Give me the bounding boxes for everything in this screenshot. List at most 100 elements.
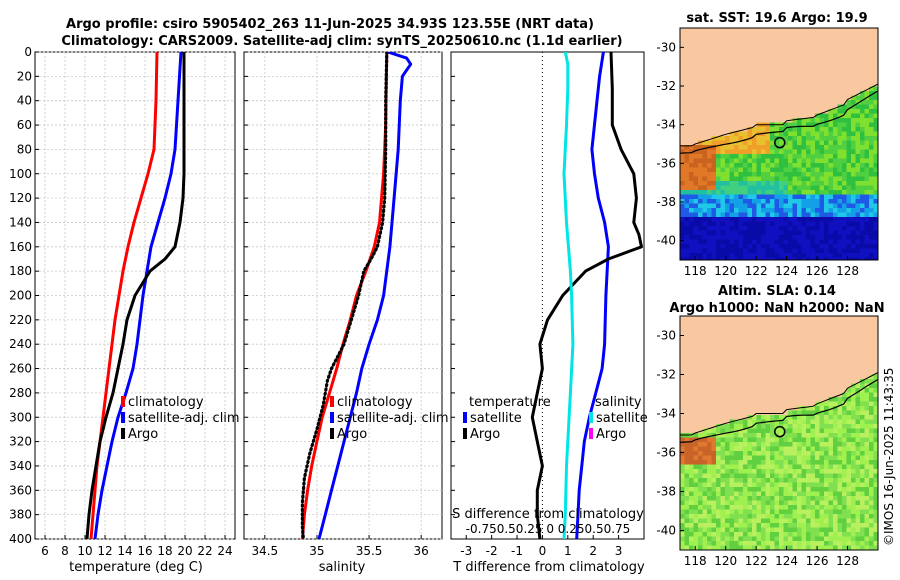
- map-cell: [819, 383, 825, 389]
- map-cell: [873, 334, 878, 339]
- map-cell: [815, 370, 820, 375]
- map-cell: [851, 325, 856, 330]
- map-cell: [833, 212, 838, 218]
- map-cell: [689, 253, 694, 258]
- map-cell: [869, 491, 874, 497]
- map-cell: [851, 73, 856, 78]
- map-cell: [707, 338, 712, 344]
- map-cell: [837, 226, 843, 231]
- map-cell: [752, 455, 757, 461]
- map-cell: [783, 235, 789, 240]
- map-cell: [707, 415, 712, 420]
- map-cell: [756, 509, 762, 515]
- map-cell: [738, 176, 744, 182]
- map-cell: [711, 460, 717, 465]
- map-cell: [828, 212, 834, 218]
- map-cell: [680, 334, 685, 339]
- map-x-tick-label: 126: [806, 264, 829, 278]
- map-cell: [684, 460, 690, 465]
- map-cell: [783, 536, 789, 542]
- map-cell: [711, 181, 717, 186]
- map-cell: [725, 95, 730, 101]
- map-cell: [788, 509, 793, 515]
- map-cell: [743, 410, 748, 416]
- map-cell: [765, 347, 771, 353]
- map-cell: [783, 473, 789, 479]
- map-cell: [702, 329, 708, 335]
- map-cell: [738, 491, 744, 497]
- map-cell: [801, 194, 807, 200]
- map-cell: [680, 100, 685, 105]
- map-cell: [788, 473, 793, 479]
- map-cell: [869, 208, 874, 213]
- map-cell: [725, 496, 730, 501]
- map-cell: [788, 374, 793, 380]
- map-cell: [752, 437, 757, 443]
- map-cell: [761, 91, 766, 96]
- map-cell: [801, 320, 807, 326]
- map-cell: [860, 257, 865, 260]
- map-cell: [711, 325, 717, 330]
- map-cell: [738, 487, 744, 492]
- map-cell: [698, 185, 703, 191]
- map-cell: [747, 500, 753, 506]
- map-cell: [855, 446, 861, 452]
- map-cell: [725, 451, 730, 456]
- map-cell: [725, 176, 730, 182]
- map-cell: [842, 190, 847, 195]
- map-cell: [720, 343, 726, 348]
- map-cell: [729, 523, 735, 528]
- map-cell: [833, 203, 838, 209]
- map-cell: [765, 46, 771, 51]
- map-cell: [783, 86, 789, 92]
- map-cell: [788, 527, 793, 533]
- map-cell: [752, 514, 757, 519]
- map-cell: [797, 442, 802, 447]
- map-cell: [833, 68, 838, 74]
- map-cell: [783, 100, 789, 105]
- map-cell: [783, 185, 789, 191]
- map-cell: [824, 145, 829, 150]
- map-cell: [734, 77, 739, 83]
- map-cell: [752, 104, 757, 110]
- map-cell: [851, 491, 856, 497]
- map-cell: [720, 163, 726, 168]
- map-cell: [846, 352, 852, 357]
- map-cell: [725, 509, 730, 515]
- map-cell: [734, 424, 739, 429]
- map-cell: [702, 77, 708, 83]
- map-cell: [801, 253, 807, 258]
- map-cell: [806, 118, 811, 123]
- map-cell: [702, 248, 708, 254]
- map-cell: [855, 131, 861, 137]
- map-cell: [837, 433, 843, 438]
- map-cell: [783, 379, 789, 384]
- map-cell: [747, 131, 753, 137]
- map-cell: [860, 536, 865, 542]
- map-cell: [869, 455, 874, 461]
- map-cell: [851, 352, 856, 357]
- map-cell: [752, 145, 757, 150]
- map-cell: [801, 37, 807, 42]
- map-cell: [752, 95, 757, 101]
- map-cell: [779, 104, 784, 110]
- map-cell: [819, 37, 825, 42]
- map-cell: [833, 455, 838, 461]
- map-cell: [698, 235, 703, 240]
- map-cell: [765, 379, 771, 384]
- map-cell: [729, 244, 735, 249]
- map-cell: [684, 149, 690, 155]
- map-cell: [824, 329, 829, 335]
- map-cell: [707, 541, 712, 546]
- map-cell: [860, 316, 865, 321]
- map-cell: [851, 95, 856, 101]
- map-cell: [810, 545, 816, 550]
- map-cell: [855, 365, 861, 371]
- map-cell: [819, 28, 825, 33]
- map-cell: [864, 109, 870, 114]
- map-cell: [716, 244, 721, 249]
- map-cell: [860, 374, 865, 380]
- map-cell: [756, 230, 762, 236]
- map-cell: [842, 149, 847, 155]
- map-cell: [734, 545, 739, 550]
